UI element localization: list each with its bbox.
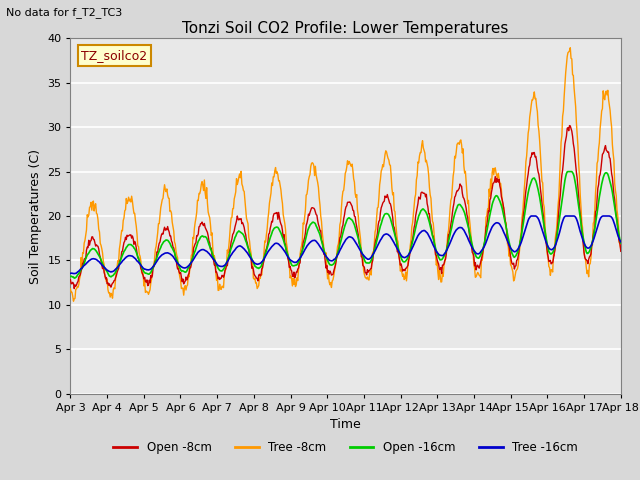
X-axis label: Time: Time [330, 418, 361, 431]
Y-axis label: Soil Temperatures (C): Soil Temperatures (C) [29, 148, 42, 284]
Title: Tonzi Soil CO2 Profile: Lower Temperatures: Tonzi Soil CO2 Profile: Lower Temperatur… [182, 21, 509, 36]
Text: No data for f_T2_TC3: No data for f_T2_TC3 [6, 7, 123, 18]
Legend: Open -8cm, Tree -8cm, Open -16cm, Tree -16cm: Open -8cm, Tree -8cm, Open -16cm, Tree -… [109, 436, 582, 459]
Text: TZ_soilco2: TZ_soilco2 [81, 49, 148, 62]
